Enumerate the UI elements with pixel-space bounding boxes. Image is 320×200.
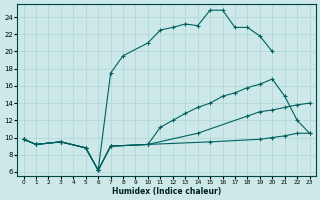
X-axis label: Humidex (Indice chaleur): Humidex (Indice chaleur) (112, 187, 221, 196)
